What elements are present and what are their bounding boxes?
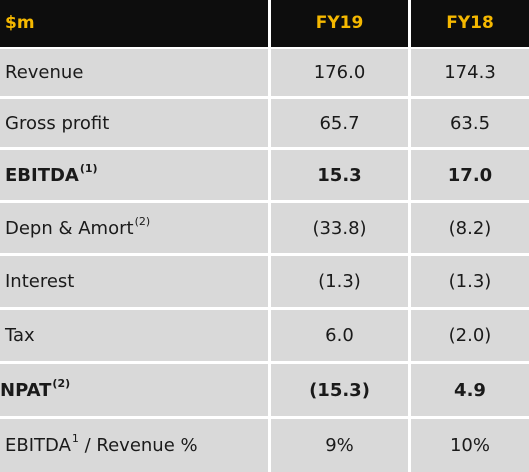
row-fy19-value: 9% bbox=[325, 435, 354, 456]
column-divider bbox=[408, 0, 411, 47]
column-divider bbox=[408, 47, 411, 472]
row-fy18-value: 63.5 bbox=[449, 112, 491, 134]
row-fy18-value: (8.2) bbox=[448, 217, 492, 239]
row-fy18-value: (1.3) bbox=[448, 271, 492, 292]
footnote-marker: (2) bbox=[134, 214, 151, 228]
row-fy18-value: 4.9 bbox=[454, 379, 486, 401]
footnote-marker: (2) bbox=[52, 376, 71, 390]
footnote-marker: 1 bbox=[71, 432, 79, 445]
column-divider bbox=[268, 47, 271, 472]
row-label-text: Tax bbox=[5, 325, 35, 346]
row-fy19-value: 6.0 bbox=[325, 325, 354, 346]
row-label: NPAT (2) bbox=[0, 364, 70, 416]
row-label: Gross profit bbox=[5, 99, 109, 147]
row-fy18-value: (2.0) bbox=[448, 325, 492, 346]
row-label: Revenue bbox=[5, 49, 83, 96]
table-row-tax: Tax 6.0 (2.0) bbox=[0, 310, 529, 361]
row-label-text: Interest bbox=[5, 271, 75, 292]
table-header: $m FY19 FY18 bbox=[0, 0, 529, 47]
row-fy19-value: 65.7 bbox=[319, 112, 360, 134]
row-label-text: NPAT bbox=[0, 379, 52, 401]
row-fy18-value: 10% bbox=[449, 435, 490, 456]
row-fy18-value: 174.3 bbox=[444, 62, 496, 83]
row-label: EBITDA (1) bbox=[5, 150, 98, 200]
row-label-suffix: / Revenue % bbox=[78, 435, 198, 456]
row-label: Interest bbox=[5, 256, 74, 307]
header-fy19: FY19 bbox=[315, 13, 364, 33]
table-row-gross-profit: Gross profit 65.7 63.5 bbox=[0, 99, 529, 147]
header-currency-label: $m bbox=[5, 13, 35, 33]
row-fy19-value: 176.0 bbox=[313, 62, 366, 83]
table-row-npat: NPAT (2) (15.3) 4.9 bbox=[0, 364, 529, 416]
table-row-revenue: Revenue 176.0 174.3 bbox=[0, 49, 529, 96]
table-row-interest: Interest (1.3) (1.3) bbox=[0, 256, 529, 307]
row-label-text: Depn & Amort bbox=[5, 217, 134, 239]
table-row-ebitda: EBITDA (1) 15.3 17.0 bbox=[0, 150, 529, 200]
row-fy19-value: 15.3 bbox=[317, 164, 362, 186]
row-label: Tax bbox=[5, 310, 35, 361]
column-divider bbox=[268, 0, 271, 47]
footnote-marker: (1) bbox=[79, 161, 98, 175]
header-fy18: FY18 bbox=[446, 13, 494, 33]
table-row-depn-amort: Depn & Amort (2) (33.8) (8.2) bbox=[0, 203, 529, 253]
row-label-text: EBITDA bbox=[5, 435, 71, 456]
table-row-ebitda-revenue: EBITDA 1 / Revenue % 9% 10% bbox=[0, 419, 529, 472]
row-fy19-value: (33.8) bbox=[312, 217, 367, 239]
row-fy19-value: (15.3) bbox=[309, 379, 370, 401]
row-label-text: Revenue bbox=[5, 62, 84, 83]
row-label: Depn & Amort (2) bbox=[5, 203, 150, 253]
row-fy19-value: (1.3) bbox=[318, 271, 361, 292]
row-label-text: Gross profit bbox=[5, 112, 110, 134]
row-label-text: EBITDA bbox=[5, 164, 79, 186]
row-fy18-value: 17.0 bbox=[447, 164, 493, 186]
row-label: EBITDA 1 / Revenue % bbox=[5, 419, 198, 472]
